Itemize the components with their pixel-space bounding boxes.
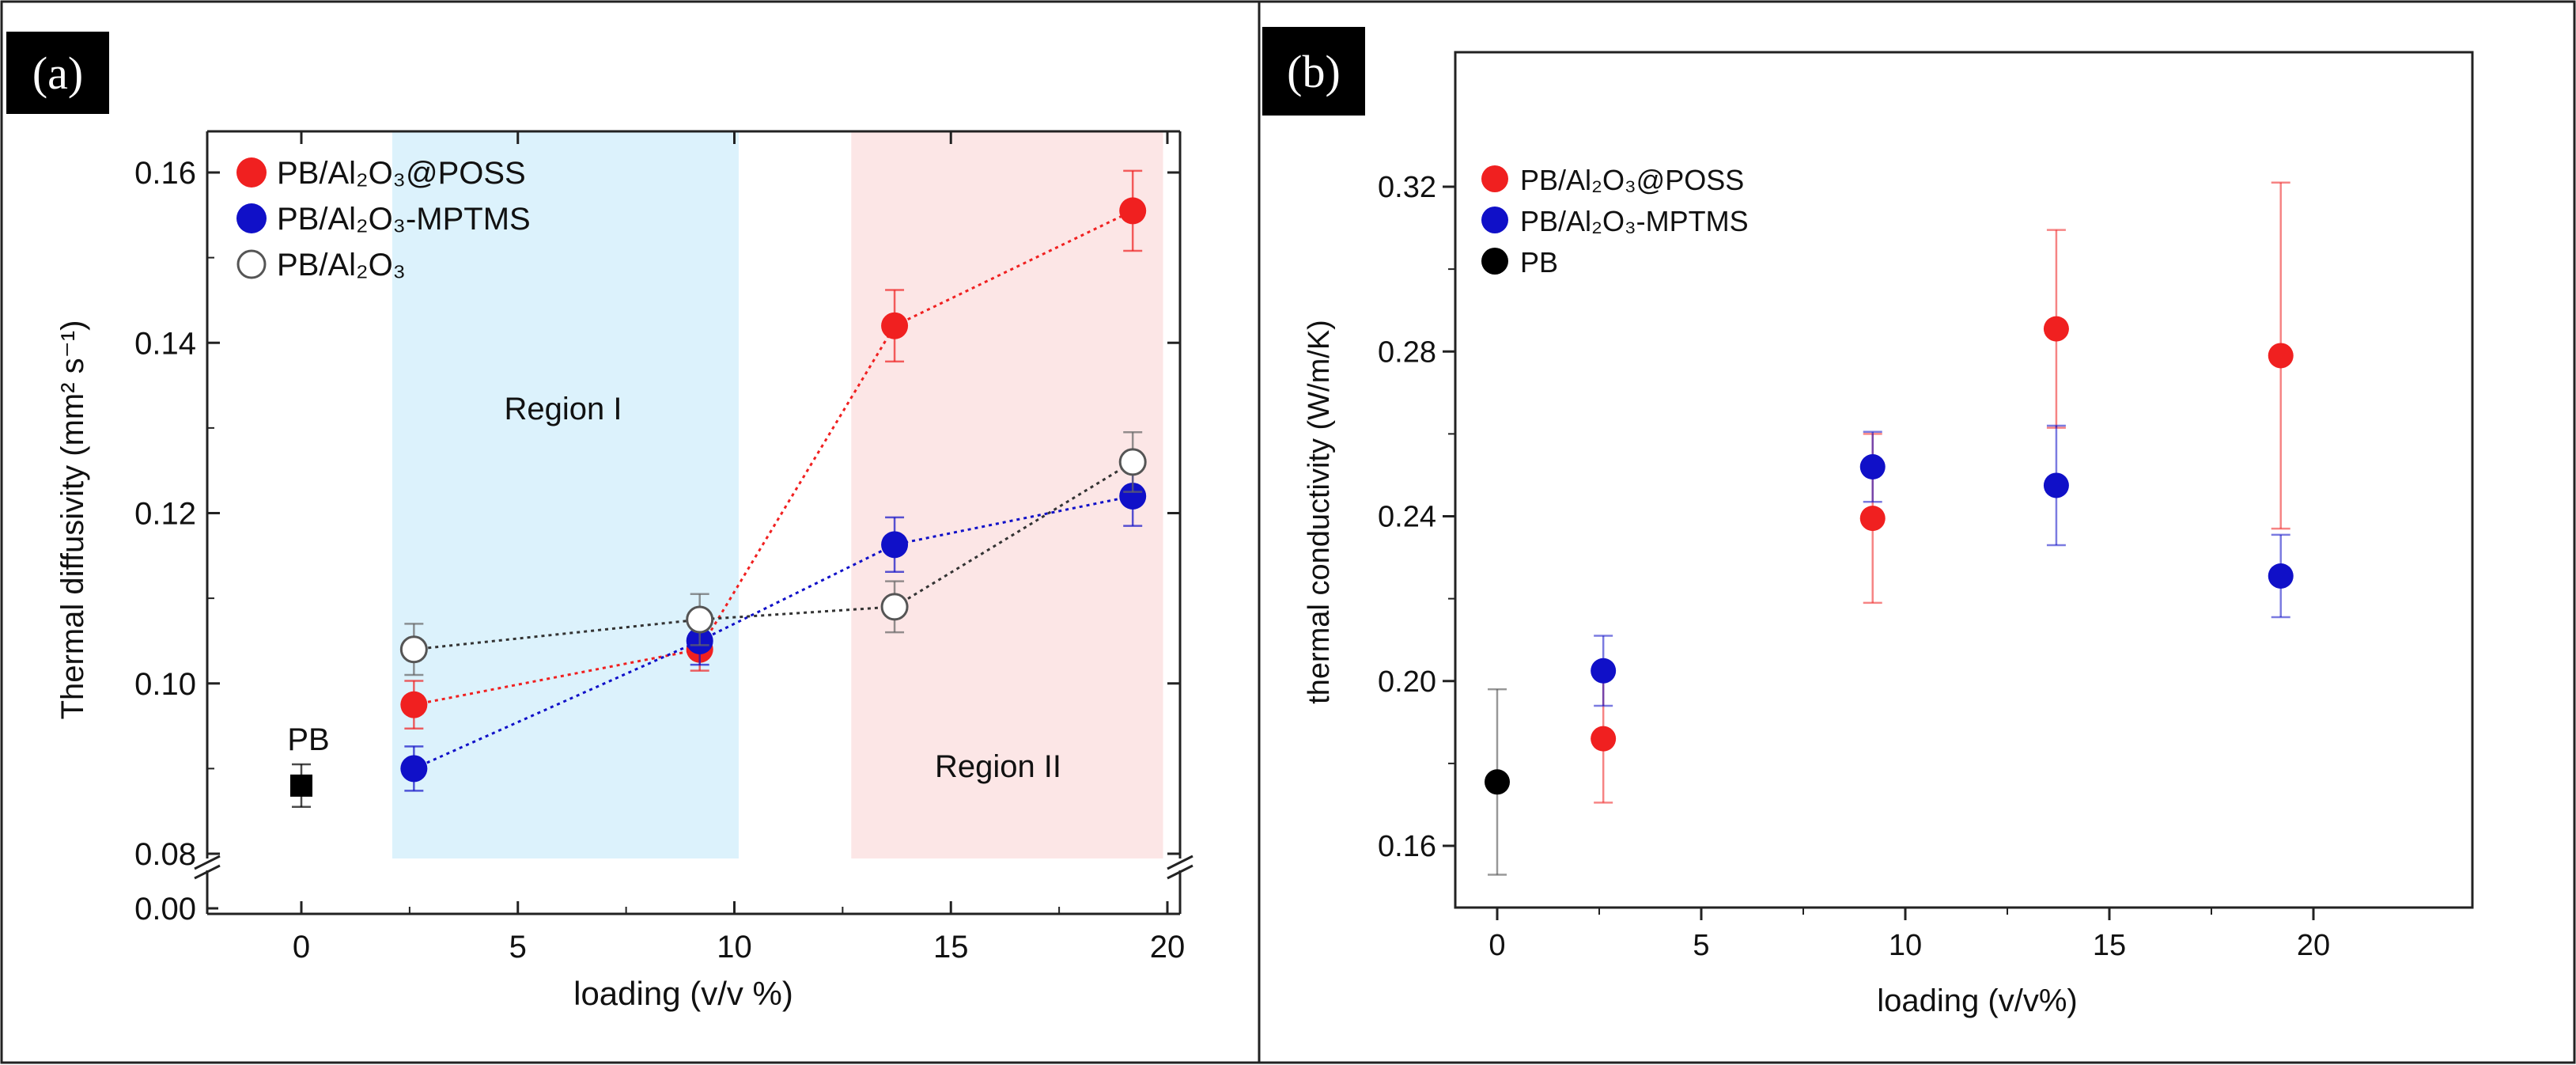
panel-a-break-left-1 xyxy=(194,855,221,870)
legend-a-mptms-label: PB/Al₂O₃-MPTMS xyxy=(277,202,531,237)
panel-a-ytick-label-2: 0.12 xyxy=(134,497,196,532)
panel-b-tag: (b) xyxy=(1262,27,1365,116)
series-b-pb-al-o-poss-point xyxy=(1859,506,1886,532)
panel-b-xtick-label-3: 15 xyxy=(2093,929,2126,962)
panel-b-ytick-label-0: 0.16 xyxy=(1378,830,1436,863)
series-a-pb-al-o-poss-line xyxy=(414,210,1133,707)
panel-a-legend: PB/Al₂O₃@POSS PB/Al₂O₃-MPTMS PB/Al₂O₃ xyxy=(236,156,531,282)
panel-b-xlabel: loading (v/v%) xyxy=(1877,984,2077,1018)
panel-b-ytick-label-4: 0.32 xyxy=(1378,171,1436,204)
panel-a-axes: 0.08 0.10 0.12 0.14 0.16 0.00 0 5 10 15 20 xyxy=(134,130,1193,965)
panel-b-ylabel: thermal conductivity (W/m/K) xyxy=(1303,320,1336,704)
legend-b-pb-marker xyxy=(1481,248,1508,275)
series-b-pb-al-o-mptms-point xyxy=(1591,658,1617,684)
panel-a-xtick-label-4: 20 xyxy=(1150,930,1186,965)
region-2-band xyxy=(851,131,1163,858)
panel-a-xtick-label-3: 15 xyxy=(933,930,969,965)
series-a-pb-al-o-mptms-point xyxy=(881,531,909,559)
series-a-pb-al-o-poss-point xyxy=(400,691,428,718)
panel-b-xtick-label-0: 0 xyxy=(1488,929,1505,962)
pb-annotation: PB xyxy=(287,722,329,757)
legend-a-al2o3-marker xyxy=(236,249,267,279)
series-a-pb-al-o-line xyxy=(414,460,1133,651)
panel-b-ytick-label-3: 0.28 xyxy=(1378,335,1436,369)
region-1-label: Region I xyxy=(505,392,622,426)
series-b-pb-al-o-mptms-point xyxy=(1859,454,1886,480)
panel-b-xtick-label-4: 20 xyxy=(2297,929,2330,962)
legend-a-mptms-marker xyxy=(236,203,267,233)
panel-b-legend: PB/Al₂O₃@POSS PB/Al₂O₃-MPTMS PB xyxy=(1481,164,1749,279)
panel-b-ytick-label-2: 0.24 xyxy=(1378,501,1436,534)
panel-b-plot-frame xyxy=(1454,51,2474,909)
panel-a-break-right-1 xyxy=(1167,855,1193,870)
panel-b-series xyxy=(1485,181,2294,876)
panel-a-xlabel: loading (v/v %) xyxy=(573,975,793,1012)
legend-b-poss-marker xyxy=(1481,165,1508,192)
series-a-pb-al-o-mptms-point xyxy=(1119,482,1147,510)
panel-b-xtick-label-2: 10 xyxy=(1889,929,1922,962)
panel-a-ytick-label-1: 0.10 xyxy=(134,667,196,702)
panel-a-regions xyxy=(392,131,1163,858)
panel-a-ytick-label-3: 0.14 xyxy=(134,326,196,361)
panel-a-ytick-label-0: 0.08 xyxy=(134,837,196,872)
legend-b-mptms-label: PB/Al₂O₃-MPTMS xyxy=(1520,205,1749,237)
series-b-pb-al-o-poss-point xyxy=(2268,343,2294,369)
series-a-pb-al-o-mptms-line xyxy=(413,495,1133,770)
region-2-label: Region II xyxy=(935,749,1061,784)
panel-a-xtick-label-2: 10 xyxy=(717,930,752,965)
panel-a-series xyxy=(290,169,1147,809)
panel-a-break-left-2 xyxy=(194,864,221,880)
panel-b-ytick-label-1: 0.20 xyxy=(1378,665,1436,699)
series-b-pb-point xyxy=(1485,769,1510,795)
series-a-pb-al-o-poss-point xyxy=(1119,197,1147,225)
legend-b-mptms-marker xyxy=(1481,207,1508,233)
panel-a: 0.08 0.10 0.12 0.14 0.16 0.00 0 5 10 15 20 (a) loa… xyxy=(6,32,1193,1012)
series-a-pb-al-o-point xyxy=(1118,448,1147,476)
legend-a-poss-marker xyxy=(236,157,267,188)
panel-a-break-right-2 xyxy=(1167,864,1193,880)
panel-b-frame xyxy=(1258,0,2576,1064)
region-1-band xyxy=(392,131,739,858)
series-a-pb-al-o-point xyxy=(399,635,428,664)
panel-a-label: (a) xyxy=(32,47,83,99)
panel-a-xtick-label-0: 0 xyxy=(293,930,310,965)
series-b-pb-al-o-mptms-point xyxy=(2043,472,2069,498)
legend-b-poss-label: PB/Al₂O₃@POSS xyxy=(1520,164,1744,196)
panel-b-xtick-label-1: 5 xyxy=(1693,929,1709,962)
panel-b: 0.16 0.20 0.24 0.28 0.32 0 5 10 15 20 (b) loading… xyxy=(1262,27,2474,1018)
series-a-pb-al-o-point xyxy=(686,605,714,634)
series-a-pb-point xyxy=(290,774,312,797)
legend-b-pb-label: PB xyxy=(1520,246,1558,279)
panel-a-ytick-label-4: 0.16 xyxy=(134,156,196,191)
legend-a-al2o3-label: PB/Al₂O₃ xyxy=(277,248,406,282)
panel-a-tag: (a) xyxy=(6,32,109,114)
series-b-pb-al-o-poss-point xyxy=(2043,316,2069,342)
legend-a-poss-label: PB/Al₂O₃@POSS xyxy=(277,156,526,191)
series-a-pb-al-o-mptms-point xyxy=(400,755,428,783)
series-b-pb-al-o-poss-point xyxy=(1591,726,1617,752)
panel-a-ytick-label-zero: 0.00 xyxy=(134,892,196,927)
series-a-pb-al-o-poss-point xyxy=(881,312,909,339)
panel-a-ylabel: Thermal diffusivity (mm² s⁻¹) xyxy=(55,320,90,720)
panel-b-label: (b) xyxy=(1287,46,1341,97)
panel-a-xtick-label-1: 5 xyxy=(509,930,527,965)
series-b-pb-al-o-mptms-point xyxy=(2268,563,2294,589)
series-a-pb-al-o-point xyxy=(880,593,909,621)
panel-b-axes: 0.16 0.20 0.24 0.28 0.32 0 5 10 15 20 xyxy=(1378,51,2474,962)
